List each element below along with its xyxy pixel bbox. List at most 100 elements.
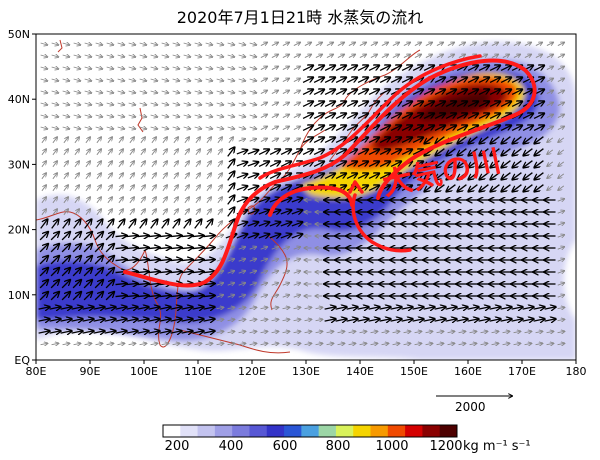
wind-vector: [313, 78, 324, 84]
wind-vector: [172, 43, 180, 45]
wind-vector: [370, 343, 378, 344]
wind-vector: [41, 209, 46, 216]
wind-vector: [194, 91, 202, 93]
wind-vector: [172, 220, 180, 229]
wind-vector: [94, 256, 103, 265]
wind-vector: [346, 162, 357, 168]
wind-vector: [535, 343, 543, 344]
wind-vector: [183, 127, 191, 129]
wind-vector: [162, 161, 167, 168]
wind-vector: [390, 186, 401, 192]
wind-vector: [84, 43, 92, 45]
colorbar-swatch: [163, 425, 181, 437]
wind-vector: [271, 247, 279, 249]
wind-vector: [390, 319, 402, 321]
wind-vector: [434, 90, 445, 96]
wind-vector: [412, 114, 423, 120]
wind-vector: [83, 244, 92, 253]
wind-vector: [368, 186, 379, 192]
wind-vector: [238, 283, 246, 285]
wind-vector: [117, 127, 125, 129]
wind-vector: [315, 54, 322, 57]
wind-vector: [238, 271, 246, 273]
wind-vector: [107, 161, 112, 168]
wind-vector: [535, 148, 544, 156]
wind-vector: [467, 114, 478, 120]
wind-vector: [84, 343, 92, 344]
colorbar-tick-label: 1200: [429, 439, 462, 454]
wind-vector: [150, 343, 158, 344]
wind-vector: [173, 137, 178, 144]
wind-vector: [359, 54, 366, 57]
wind-vector: [260, 319, 268, 320]
wind-vector: [293, 114, 300, 117]
wind-vector: [368, 307, 380, 309]
wind-vector: [368, 138, 379, 144]
wind-vector: [49, 307, 61, 309]
wind-vector: [535, 331, 543, 332]
wind-vector: [161, 220, 169, 229]
wind-vector: [547, 149, 554, 154]
wind-vector: [216, 127, 224, 129]
wind-vector: [173, 149, 178, 156]
wind-vector: [447, 160, 456, 168]
wind-vector: [52, 185, 57, 192]
wind-vector: [217, 197, 222, 204]
wind-vector: [104, 307, 116, 309]
wind-vector: [326, 42, 333, 45]
wind-vector: [172, 127, 180, 129]
wind-vector: [500, 78, 511, 84]
wind-vector: [379, 138, 390, 144]
wind-vector: [107, 149, 112, 156]
map-title: 2020年7月1日21時 水蒸気の流れ: [176, 8, 424, 27]
wind-vector: [63, 209, 68, 216]
wind-vector: [557, 42, 564, 45]
wind-vector: [52, 173, 57, 180]
wind-vector: [313, 90, 324, 96]
wind-vector: [247, 162, 258, 166]
wind-vector: [216, 55, 224, 57]
wind-vector: [195, 209, 200, 216]
wind-vector: [403, 42, 410, 45]
wind-vector: [260, 42, 267, 45]
wind-vector: [348, 343, 356, 344]
wind-vector: [62, 343, 70, 344]
wind-vector: [115, 247, 127, 248]
wind-vector: [195, 197, 200, 204]
wind-vector: [291, 210, 302, 214]
wind-vector: [85, 149, 90, 156]
wind-vector: [62, 79, 70, 81]
wind-vector: [260, 54, 267, 57]
wind-vector: [161, 103, 169, 105]
wind-vector: [40, 55, 48, 57]
wind-vector: [379, 126, 390, 132]
wind-vector: [368, 162, 379, 168]
wind-vector: [282, 247, 290, 249]
y-tick-label: 30N: [8, 158, 30, 171]
wind-vector: [368, 174, 379, 180]
wind-vector: [456, 90, 467, 96]
wind-vector: [445, 126, 456, 132]
wind-vector: [293, 247, 301, 249]
wind-vector: [94, 268, 103, 277]
wind-vector: [227, 196, 235, 205]
wind-vector: [558, 185, 565, 190]
wind-vector: [184, 161, 189, 168]
wind-vector: [39, 268, 48, 277]
wind-vector: [269, 186, 280, 192]
wind-vector: [72, 232, 81, 241]
wind-vector: [159, 307, 171, 309]
wind-vector: [249, 91, 257, 93]
wind-vector: [335, 78, 346, 84]
colorbar-swatch: [353, 425, 372, 437]
wind-vector: [480, 172, 489, 180]
wind-vector: [247, 222, 258, 226]
wind-vector: [480, 54, 487, 57]
wind-vector: [117, 67, 125, 69]
wind-vector: [282, 126, 289, 129]
wind-vector: [216, 247, 224, 249]
wind-vector: [96, 209, 101, 216]
wind-vector: [206, 209, 211, 216]
wind-vector: [236, 150, 247, 154]
wind-vector: [181, 307, 193, 309]
